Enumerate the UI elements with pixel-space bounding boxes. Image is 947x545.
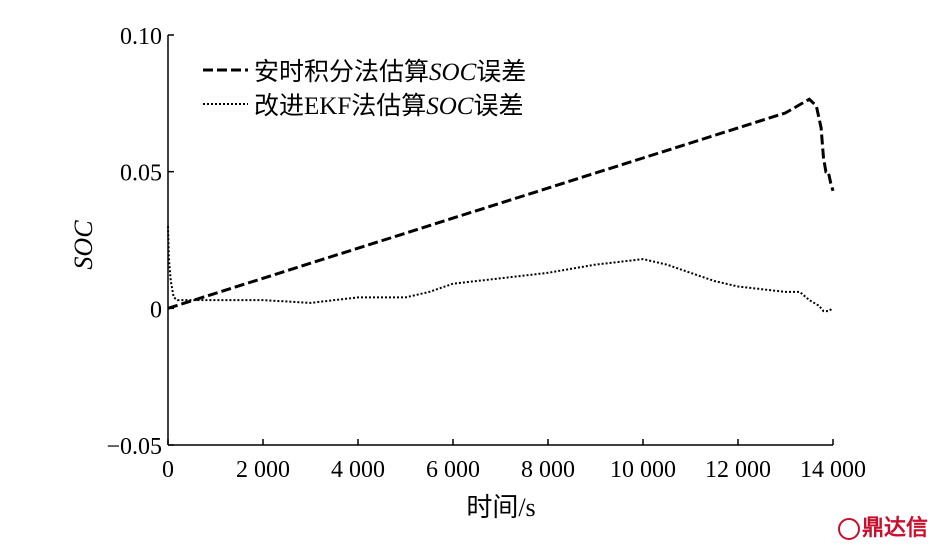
x-tick-label: 2 000	[236, 457, 290, 483]
legend: 安时积分法估算SOC误差 改进EKF法估算SOC误差	[203, 58, 526, 120]
legend-label-0: 安时积分法估算SOC误差	[254, 58, 526, 86]
ticks: 0 2 000 4 000 6 000 8 000 10 000 12 000 14 000 −…	[106, 24, 866, 483]
series-lines	[167, 97, 835, 313]
series-line-0	[167, 97, 835, 310]
watermark-text: 鼎达信	[862, 516, 929, 541]
watermark-icon	[838, 518, 860, 540]
y-axis-label: SOC	[69, 220, 98, 270]
series-line-1	[167, 226, 834, 313]
y-tick-label: 0.10	[120, 24, 162, 50]
legend-label-1: 改进EKF法估算SOC误差	[254, 92, 523, 120]
x-tick-label: 12 000	[705, 457, 771, 483]
x-tick-label: 4 000	[331, 457, 385, 483]
y-tick-label: −0.05	[106, 434, 162, 460]
y-tick-label: 0.05	[120, 161, 162, 187]
x-tick-label: 10 000	[610, 457, 676, 483]
x-tick-label: 14 000	[800, 457, 866, 483]
y-tick-label: 0	[150, 297, 162, 323]
x-axis-label: 时间/s	[466, 493, 535, 522]
x-tick-label: 0	[162, 457, 174, 483]
x-tick-label: 8 000	[521, 457, 575, 483]
watermark-logo: 鼎达信	[838, 510, 928, 542]
x-tick-label: 6 000	[426, 457, 480, 483]
